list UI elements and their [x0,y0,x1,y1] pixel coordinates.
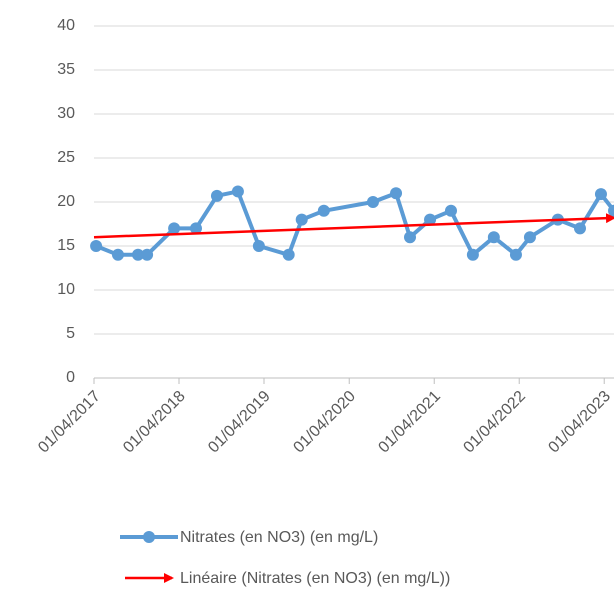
data-point [295,213,308,226]
data-point [444,204,457,217]
data-point [366,196,379,208]
data-point [231,185,244,198]
y-tick-label: 0 [66,369,75,386]
data-point [509,248,522,261]
y-tick-label: 30 [57,105,75,122]
data-point [390,187,403,200]
y-tick-label: 20 [57,193,75,210]
legend-label: Linéaire (Nitrates (en NO3) (en mg/L)) [180,570,450,587]
data-point [317,204,330,217]
data-point [523,231,536,244]
x-tick-label: 01/04/2022 [460,388,529,457]
data-point [404,231,417,244]
data-point [594,188,607,201]
data-point [466,248,479,261]
trend-line [93,213,614,239]
y-tick-label: 5 [66,325,75,342]
x-tick-label: 01/04/2018 [120,388,189,457]
data-point [141,248,154,261]
data-point [90,240,103,252]
x-tick-label: 01/04/2019 [205,388,274,457]
legend-label: Nitrates (en NO3) (en mg/L) [180,529,378,546]
x-tick-label: 01/04/2023 [545,388,614,457]
data-point [132,248,145,261]
data-point [424,213,437,226]
y-tick-label: 25 [57,149,75,166]
data-point [168,222,181,235]
data-point [574,222,587,235]
data-point [282,248,295,261]
y-tick-label: 40 [57,17,75,34]
data-point [189,222,202,235]
legend-marker [143,531,155,543]
y-tick-label: 10 [57,281,75,298]
data-point [111,248,124,261]
x-tick-label: 01/04/2020 [290,388,359,457]
data-point [487,231,500,244]
data-point [210,189,223,202]
data-point [252,240,265,252]
x-tick-label: 01/04/2021 [375,388,444,457]
y-tick-label: 35 [57,61,75,78]
y-tick-label: 15 [57,237,75,254]
x-tick-label: 01/04/2017 [35,388,104,457]
